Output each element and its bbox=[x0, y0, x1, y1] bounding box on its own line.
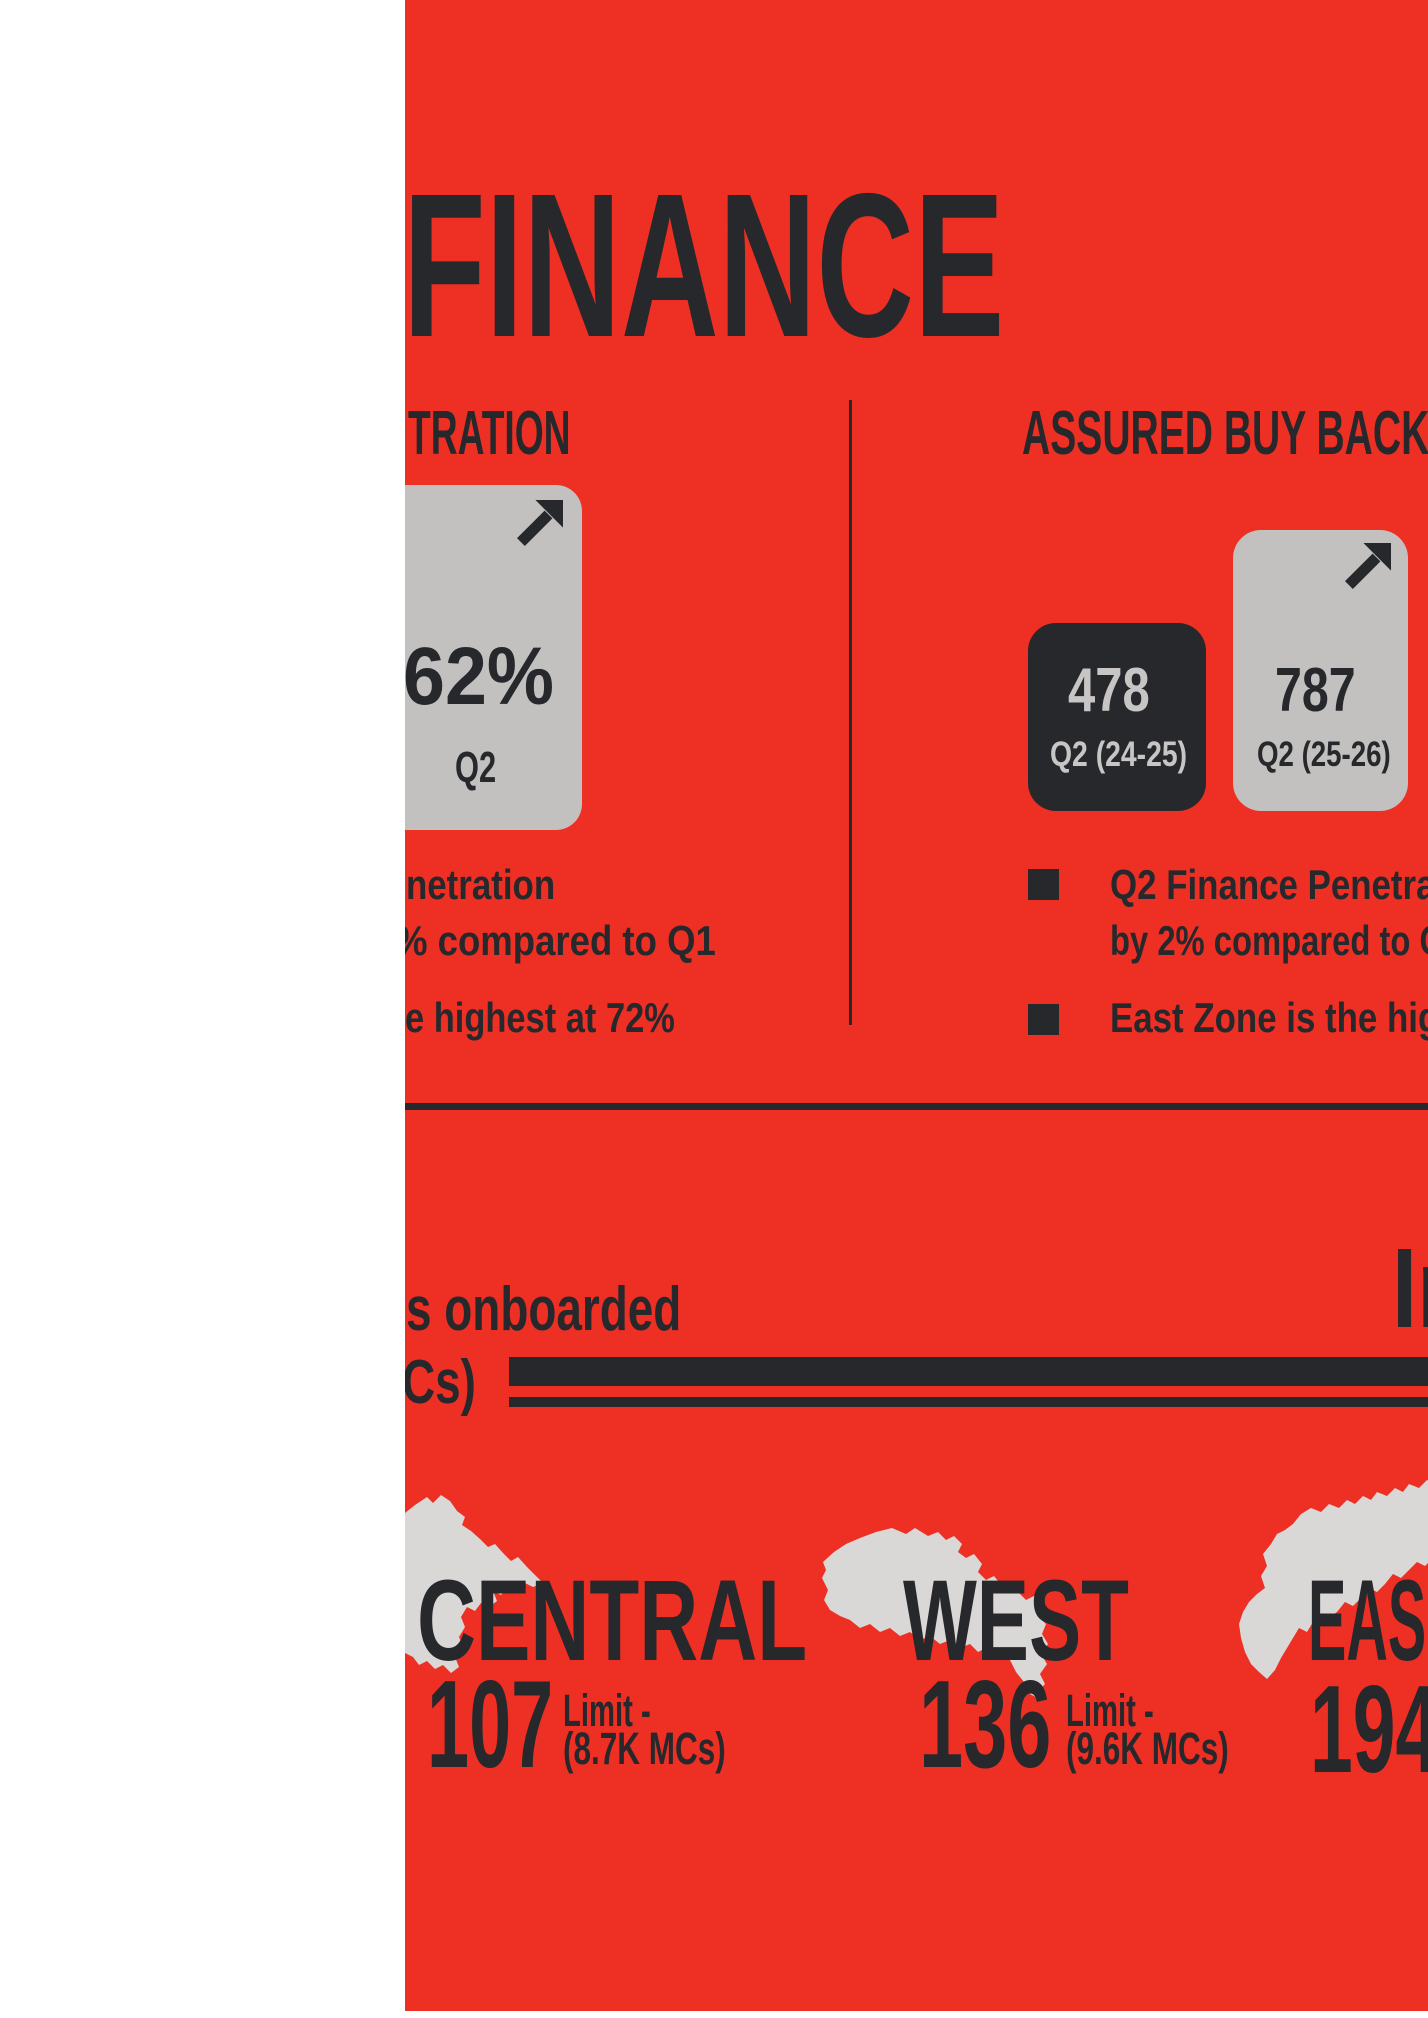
stat-card-curr-quarter bbox=[1233, 530, 1408, 811]
stat-value-penetration: 62% bbox=[403, 631, 554, 722]
zone-limit-label-central: Limit - bbox=[563, 1685, 651, 1736]
section-title-assured-buy-back: ASSURED BUY BACK bbox=[1022, 399, 1428, 468]
section-title-penetration: TRATION bbox=[408, 399, 571, 468]
penetration-bullet2: e highest at 72% bbox=[405, 994, 675, 1041]
red-background-panel bbox=[405, 0, 1428, 2011]
buyback-bullet1-line2: by 2% compared to Q bbox=[1110, 917, 1428, 964]
penetration-bullet1-line1: netration bbox=[406, 861, 556, 908]
stat-card-q2-penetration bbox=[405, 485, 582, 830]
west-zone-map-icon bbox=[822, 1528, 1048, 1700]
stat-label-prev-quarter: Q2 (24-25) bbox=[1050, 735, 1188, 774]
buyback-bullet1-line1: Q2 Finance Penetrati bbox=[1110, 861, 1428, 908]
arrow-up-right-icon bbox=[1345, 543, 1391, 589]
penetration-bullet1-line2: % compared to Q1 bbox=[395, 917, 716, 964]
east-zone-map-icon bbox=[1239, 1480, 1428, 1679]
zone-limit-label-west: Limit - bbox=[1066, 1685, 1154, 1736]
stat-label-penetration: Q2 bbox=[455, 743, 497, 792]
stat-value-curr-quarter: 787 bbox=[1275, 656, 1356, 725]
square-bullet-icon bbox=[1028, 869, 1059, 900]
underline-bar-thick bbox=[509, 1357, 1428, 1386]
zone-label-west: WEST bbox=[903, 1557, 1129, 1685]
onboarded-heading-line2: Cs) bbox=[402, 1348, 476, 1417]
stat-card-prev-quarter bbox=[1028, 623, 1206, 811]
stat-value-prev-quarter: 478 bbox=[1068, 656, 1150, 725]
central-zone-map-icon bbox=[405, 1495, 543, 1673]
horizontal-divider bbox=[405, 1103, 1428, 1110]
zone-label-east: EAS bbox=[1308, 1557, 1427, 1685]
arrow-up-right-icon bbox=[517, 500, 563, 546]
zone-limit-value-west: (9.6K MCs) bbox=[1066, 1723, 1229, 1774]
zone-label-central: CENTRAL bbox=[417, 1557, 808, 1685]
zone-limit-value-central: (8.7K MCs) bbox=[563, 1723, 726, 1774]
bottom-whitespace-strip bbox=[0, 2011, 1428, 2018]
square-bullet-icon bbox=[1028, 1004, 1059, 1035]
page-title: FINANCE bbox=[403, 151, 1005, 380]
zone-count-east: 194 bbox=[1310, 1661, 1428, 1799]
left-whitespace-column bbox=[0, 0, 405, 2018]
buyback-bullet2: East Zone is the high bbox=[1110, 994, 1428, 1041]
zone-count-west: 136 bbox=[919, 1656, 1052, 1794]
stat-label-curr-quarter: Q2 (25-26) bbox=[1257, 735, 1391, 774]
onboarded-heading-line1: s onboarded bbox=[406, 1275, 682, 1344]
underline-bar-thin bbox=[509, 1397, 1428, 1407]
zone-count-central: 107 bbox=[427, 1656, 554, 1794]
vertical-divider bbox=[849, 400, 852, 1025]
india-heading-clipped: In bbox=[1392, 1225, 1428, 1351]
